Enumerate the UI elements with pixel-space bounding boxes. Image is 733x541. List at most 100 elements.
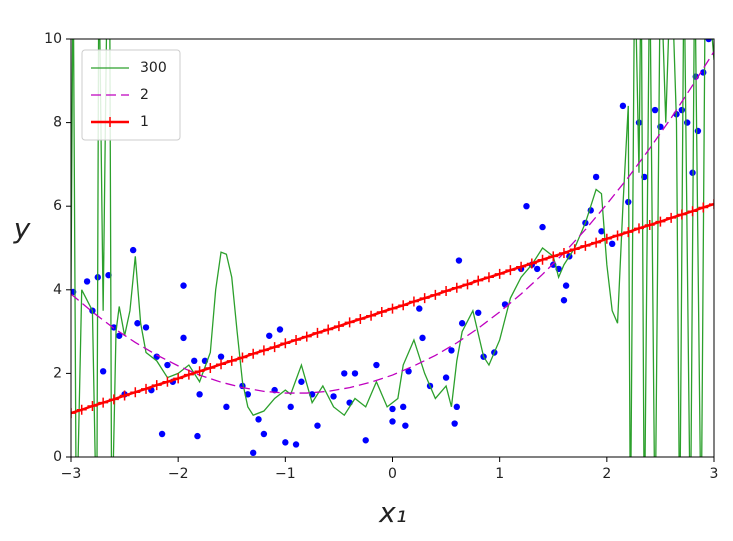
line-marker — [537, 254, 548, 265]
data-point — [244, 391, 252, 398]
data-point — [83, 278, 91, 285]
data-point — [180, 282, 187, 289]
line-marker — [623, 227, 634, 238]
data-point — [282, 439, 289, 446]
line-marker — [516, 261, 527, 272]
data-point — [142, 324, 150, 331]
line-marker — [709, 199, 714, 210]
data-point — [400, 403, 407, 411]
line-marker — [451, 282, 462, 293]
data-point — [287, 403, 294, 411]
data-point — [684, 119, 691, 126]
line-marker — [526, 258, 537, 269]
data-point — [416, 305, 423, 312]
data-point — [705, 39, 712, 43]
line-marker — [248, 348, 259, 359]
data-point — [523, 203, 530, 210]
line-marker — [419, 293, 430, 304]
x-tick-label: −3 — [61, 466, 82, 482]
y-tick-label: 10 — [44, 31, 62, 47]
x-tick-label: −1 — [275, 466, 296, 482]
y-axis-label: y — [13, 212, 31, 245]
line-marker — [87, 401, 98, 412]
data-point — [619, 102, 627, 110]
x-tick-label: −2 — [168, 466, 189, 482]
y-tick-label: 6 — [53, 198, 62, 214]
data-point — [217, 353, 225, 360]
line-marker — [580, 240, 591, 251]
line-marker — [237, 352, 248, 363]
y-tick-label: 8 — [53, 115, 62, 131]
data-point — [99, 368, 107, 375]
line-marker — [98, 397, 109, 408]
x-tick-label: 0 — [388, 466, 397, 482]
legend-marker — [105, 117, 115, 127]
line-marker — [483, 272, 494, 283]
data-point — [402, 422, 409, 429]
series-line — [71, 51, 714, 394]
data-point — [448, 347, 455, 354]
data-point — [110, 324, 118, 331]
line-marker — [205, 362, 216, 373]
data-point — [608, 240, 616, 248]
line-marker — [398, 300, 409, 311]
data-point — [196, 391, 203, 398]
data-point — [116, 332, 123, 339]
data-point — [158, 430, 166, 438]
line-marker — [569, 244, 580, 255]
line-marker — [301, 331, 312, 342]
data-point — [419, 334, 426, 342]
data-point — [592, 173, 600, 181]
legend-box — [81, 49, 181, 141]
line-marker — [108, 394, 119, 405]
line-marker — [141, 383, 152, 394]
line-marker — [291, 334, 302, 345]
line-marker — [226, 355, 237, 366]
data-point — [260, 430, 268, 438]
line-marker — [441, 286, 452, 297]
x-tick-label: 1 — [495, 466, 504, 482]
data-point — [255, 416, 262, 423]
line-marker — [633, 223, 644, 234]
data-point — [223, 403, 230, 411]
data-point — [276, 326, 284, 333]
data-point — [298, 378, 305, 385]
data-point — [341, 370, 348, 377]
line-marker — [548, 251, 559, 262]
series-line — [71, 39, 714, 457]
line-marker — [333, 321, 344, 332]
data-point — [539, 223, 546, 231]
data-point — [314, 422, 321, 429]
line-marker — [473, 275, 484, 286]
data-point — [694, 127, 702, 135]
line-marker — [462, 279, 473, 290]
line-marker — [494, 268, 505, 279]
data-point — [194, 432, 201, 440]
data-point — [191, 357, 198, 365]
line-marker — [130, 387, 141, 398]
line-marker — [376, 306, 387, 317]
data-point — [651, 106, 659, 114]
data-point — [405, 368, 412, 375]
legend-label: 1 — [140, 114, 149, 130]
data-point — [442, 374, 450, 381]
data-point — [292, 441, 300, 448]
line-marker — [558, 248, 569, 259]
data-point — [678, 106, 686, 114]
data-point — [389, 418, 396, 425]
line-marker — [71, 408, 76, 419]
data-point — [134, 320, 141, 327]
data-point — [373, 361, 380, 369]
line-marker — [366, 310, 377, 321]
data-point — [362, 437, 369, 444]
line-marker — [601, 233, 612, 244]
data-point — [129, 246, 137, 254]
line-marker — [408, 296, 419, 307]
x-axis-label: x₁ — [378, 496, 407, 529]
line-marker — [151, 380, 162, 391]
line-marker — [344, 317, 355, 328]
data-point — [389, 405, 396, 413]
line-marker — [676, 209, 687, 220]
line-marker — [666, 212, 677, 223]
